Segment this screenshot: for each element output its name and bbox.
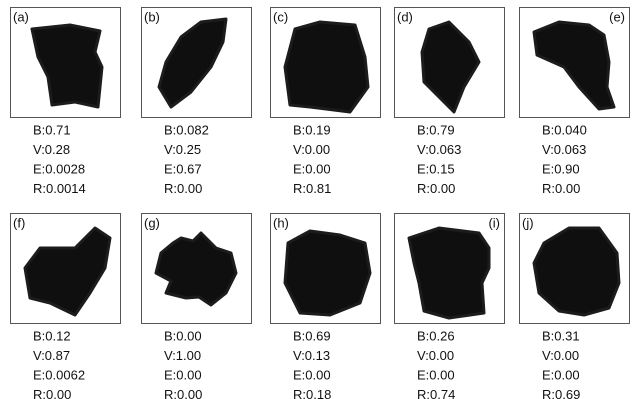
panel-value: E:0.00 bbox=[293, 367, 331, 382]
panel-value: B:0.12 bbox=[33, 328, 71, 343]
panel-value: R:0.0014 bbox=[33, 181, 86, 196]
panel-label: (g) bbox=[144, 215, 160, 230]
panel-value: E:0.00 bbox=[293, 161, 331, 176]
particle-shape bbox=[285, 231, 370, 315]
panel-value: E:0.67 bbox=[164, 161, 202, 176]
panel-value: V:0.063 bbox=[417, 142, 461, 157]
panel-value: E:0.00 bbox=[164, 367, 202, 382]
panel-label: (f) bbox=[13, 215, 25, 230]
panel-value: B:0.69 bbox=[293, 328, 331, 343]
panel-value: B:0.71 bbox=[33, 122, 71, 137]
panel: (c) B:0.19 V:0.00 E:0.00 R:0.81 bbox=[271, 8, 381, 196]
panel-value: V:0.25 bbox=[164, 142, 201, 157]
panel-value: B:0.040 bbox=[542, 122, 587, 137]
panel-value: R:0.00 bbox=[33, 387, 71, 399]
panel-value: R:0.00 bbox=[417, 181, 455, 196]
panel-value: B:0.082 bbox=[164, 122, 209, 137]
page: {"panels": [ {"label": "(a)", "lines": [… bbox=[0, 0, 635, 399]
panel-label: (j) bbox=[522, 215, 534, 230]
panel: (g) B:0.00 V:1.00 E:0.00 R:0.00 bbox=[142, 214, 252, 399]
panel-label: (i) bbox=[488, 215, 500, 230]
panel-value: V:0.00 bbox=[417, 348, 454, 363]
panel-value: R:0.74 bbox=[417, 387, 455, 399]
panel-value: R:0.00 bbox=[164, 387, 202, 399]
panel-value: B:0.19 bbox=[293, 122, 331, 137]
panel-value: E:0.15 bbox=[417, 161, 455, 176]
particle-shape bbox=[534, 228, 619, 315]
panel-value: B:0.31 bbox=[542, 328, 580, 343]
panel-value: B:0.26 bbox=[417, 328, 455, 343]
panel: (e) B:0.040 V:0.063 E:0.90 R:0.00 bbox=[520, 8, 630, 196]
panel-value: V:0.063 bbox=[542, 142, 586, 157]
panel-label: (c) bbox=[273, 9, 288, 24]
panel-label: (b) bbox=[144, 9, 160, 24]
particle-shape bbox=[285, 22, 368, 112]
panel-value: B:0.00 bbox=[164, 328, 202, 343]
panel: (a) B:0.71 V:0.28 E:0.0028 R:0.0014 bbox=[11, 8, 121, 196]
panel-value: V:0.87 bbox=[33, 348, 70, 363]
panel-label: (h) bbox=[273, 215, 289, 230]
panel-value: V:0.00 bbox=[542, 348, 579, 363]
panel-label: (d) bbox=[397, 9, 413, 24]
panel-value: R:0.81 bbox=[293, 181, 331, 196]
panel-value: E:0.0028 bbox=[33, 161, 85, 176]
panel-value: R:0.00 bbox=[542, 181, 580, 196]
panel-value: R:0.69 bbox=[542, 387, 580, 399]
panel: (b) B:0.082 V:0.25 E:0.67 R:0.00 bbox=[142, 8, 252, 196]
figure: (a) B:0.71 V:0.28 E:0.0028 R:0.0014 (b) B:0.08… bbox=[0, 0, 635, 399]
panel-value: V:0.13 bbox=[293, 348, 330, 363]
panel-value: E:0.90 bbox=[542, 161, 580, 176]
panel-value: V:0.28 bbox=[33, 142, 70, 157]
panel-value: V:0.00 bbox=[293, 142, 330, 157]
panel-label: (a) bbox=[13, 9, 29, 24]
panel-value: R:0.00 bbox=[164, 181, 202, 196]
panel: (f) B:0.12 V:0.87 E:0.0062 R:0.00 bbox=[11, 214, 121, 399]
panel: (h) B:0.69 V:0.13 E:0.00 R:0.18 bbox=[271, 214, 381, 399]
panel: (i) B:0.26 V:0.00 E:0.00 R:0.74 bbox=[395, 214, 505, 399]
panel-value: R:0.18 bbox=[293, 387, 331, 399]
panel-value: B:0.79 bbox=[417, 122, 455, 137]
panel: (j) B:0.31 V:0.00 E:0.00 R:0.69 bbox=[520, 214, 630, 399]
panel-value: E:0.00 bbox=[542, 367, 580, 382]
panel-value: V:1.00 bbox=[164, 348, 201, 363]
panel-value: E:0.00 bbox=[417, 367, 455, 382]
panel-value: E:0.0062 bbox=[33, 367, 85, 382]
panel: (d) B:0.79 V:0.063 E:0.15 R:0.00 bbox=[395, 8, 505, 196]
panel-label: (e) bbox=[609, 9, 625, 24]
